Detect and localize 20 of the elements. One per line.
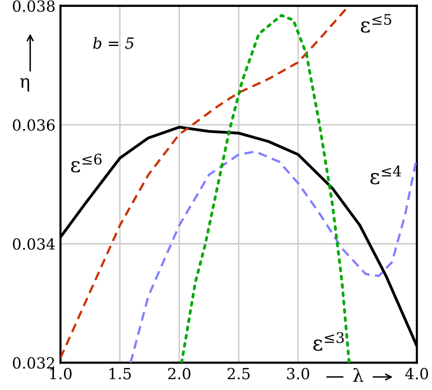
series-label: ε$^{≤6}$ bbox=[71, 154, 102, 172]
x-tick-label: 2.0 bbox=[168, 368, 190, 380]
x-tick-label: 1.5 bbox=[110, 368, 131, 380]
x-tick-label: 2.5 bbox=[228, 368, 250, 380]
y-tick-label: 0.036 bbox=[12, 119, 55, 131]
line-series bbox=[60, 8, 347, 360]
annotation: b = 5 bbox=[93, 37, 134, 49]
line-series bbox=[129, 150, 417, 363]
y-tick-label: 0.032 bbox=[12, 357, 54, 369]
y-tick-label: 0.034 bbox=[12, 238, 55, 250]
x-tick-label: 4.0 bbox=[405, 368, 428, 380]
line-series bbox=[180, 14, 351, 363]
y-axis-title: η bbox=[20, 78, 30, 92]
series-label: ε$^{≤5}$ bbox=[360, 14, 392, 33]
x-tick-label: 3.0 bbox=[287, 368, 310, 380]
series-label: ε$^{≤3}$ bbox=[313, 332, 344, 351]
x-axis-title: λ bbox=[353, 368, 364, 382]
y-tick-label: 0.038 bbox=[12, 0, 55, 12]
x-tick-label: 1.0 bbox=[50, 368, 72, 380]
series-label: ε$^{≤4}$ bbox=[370, 166, 402, 184]
